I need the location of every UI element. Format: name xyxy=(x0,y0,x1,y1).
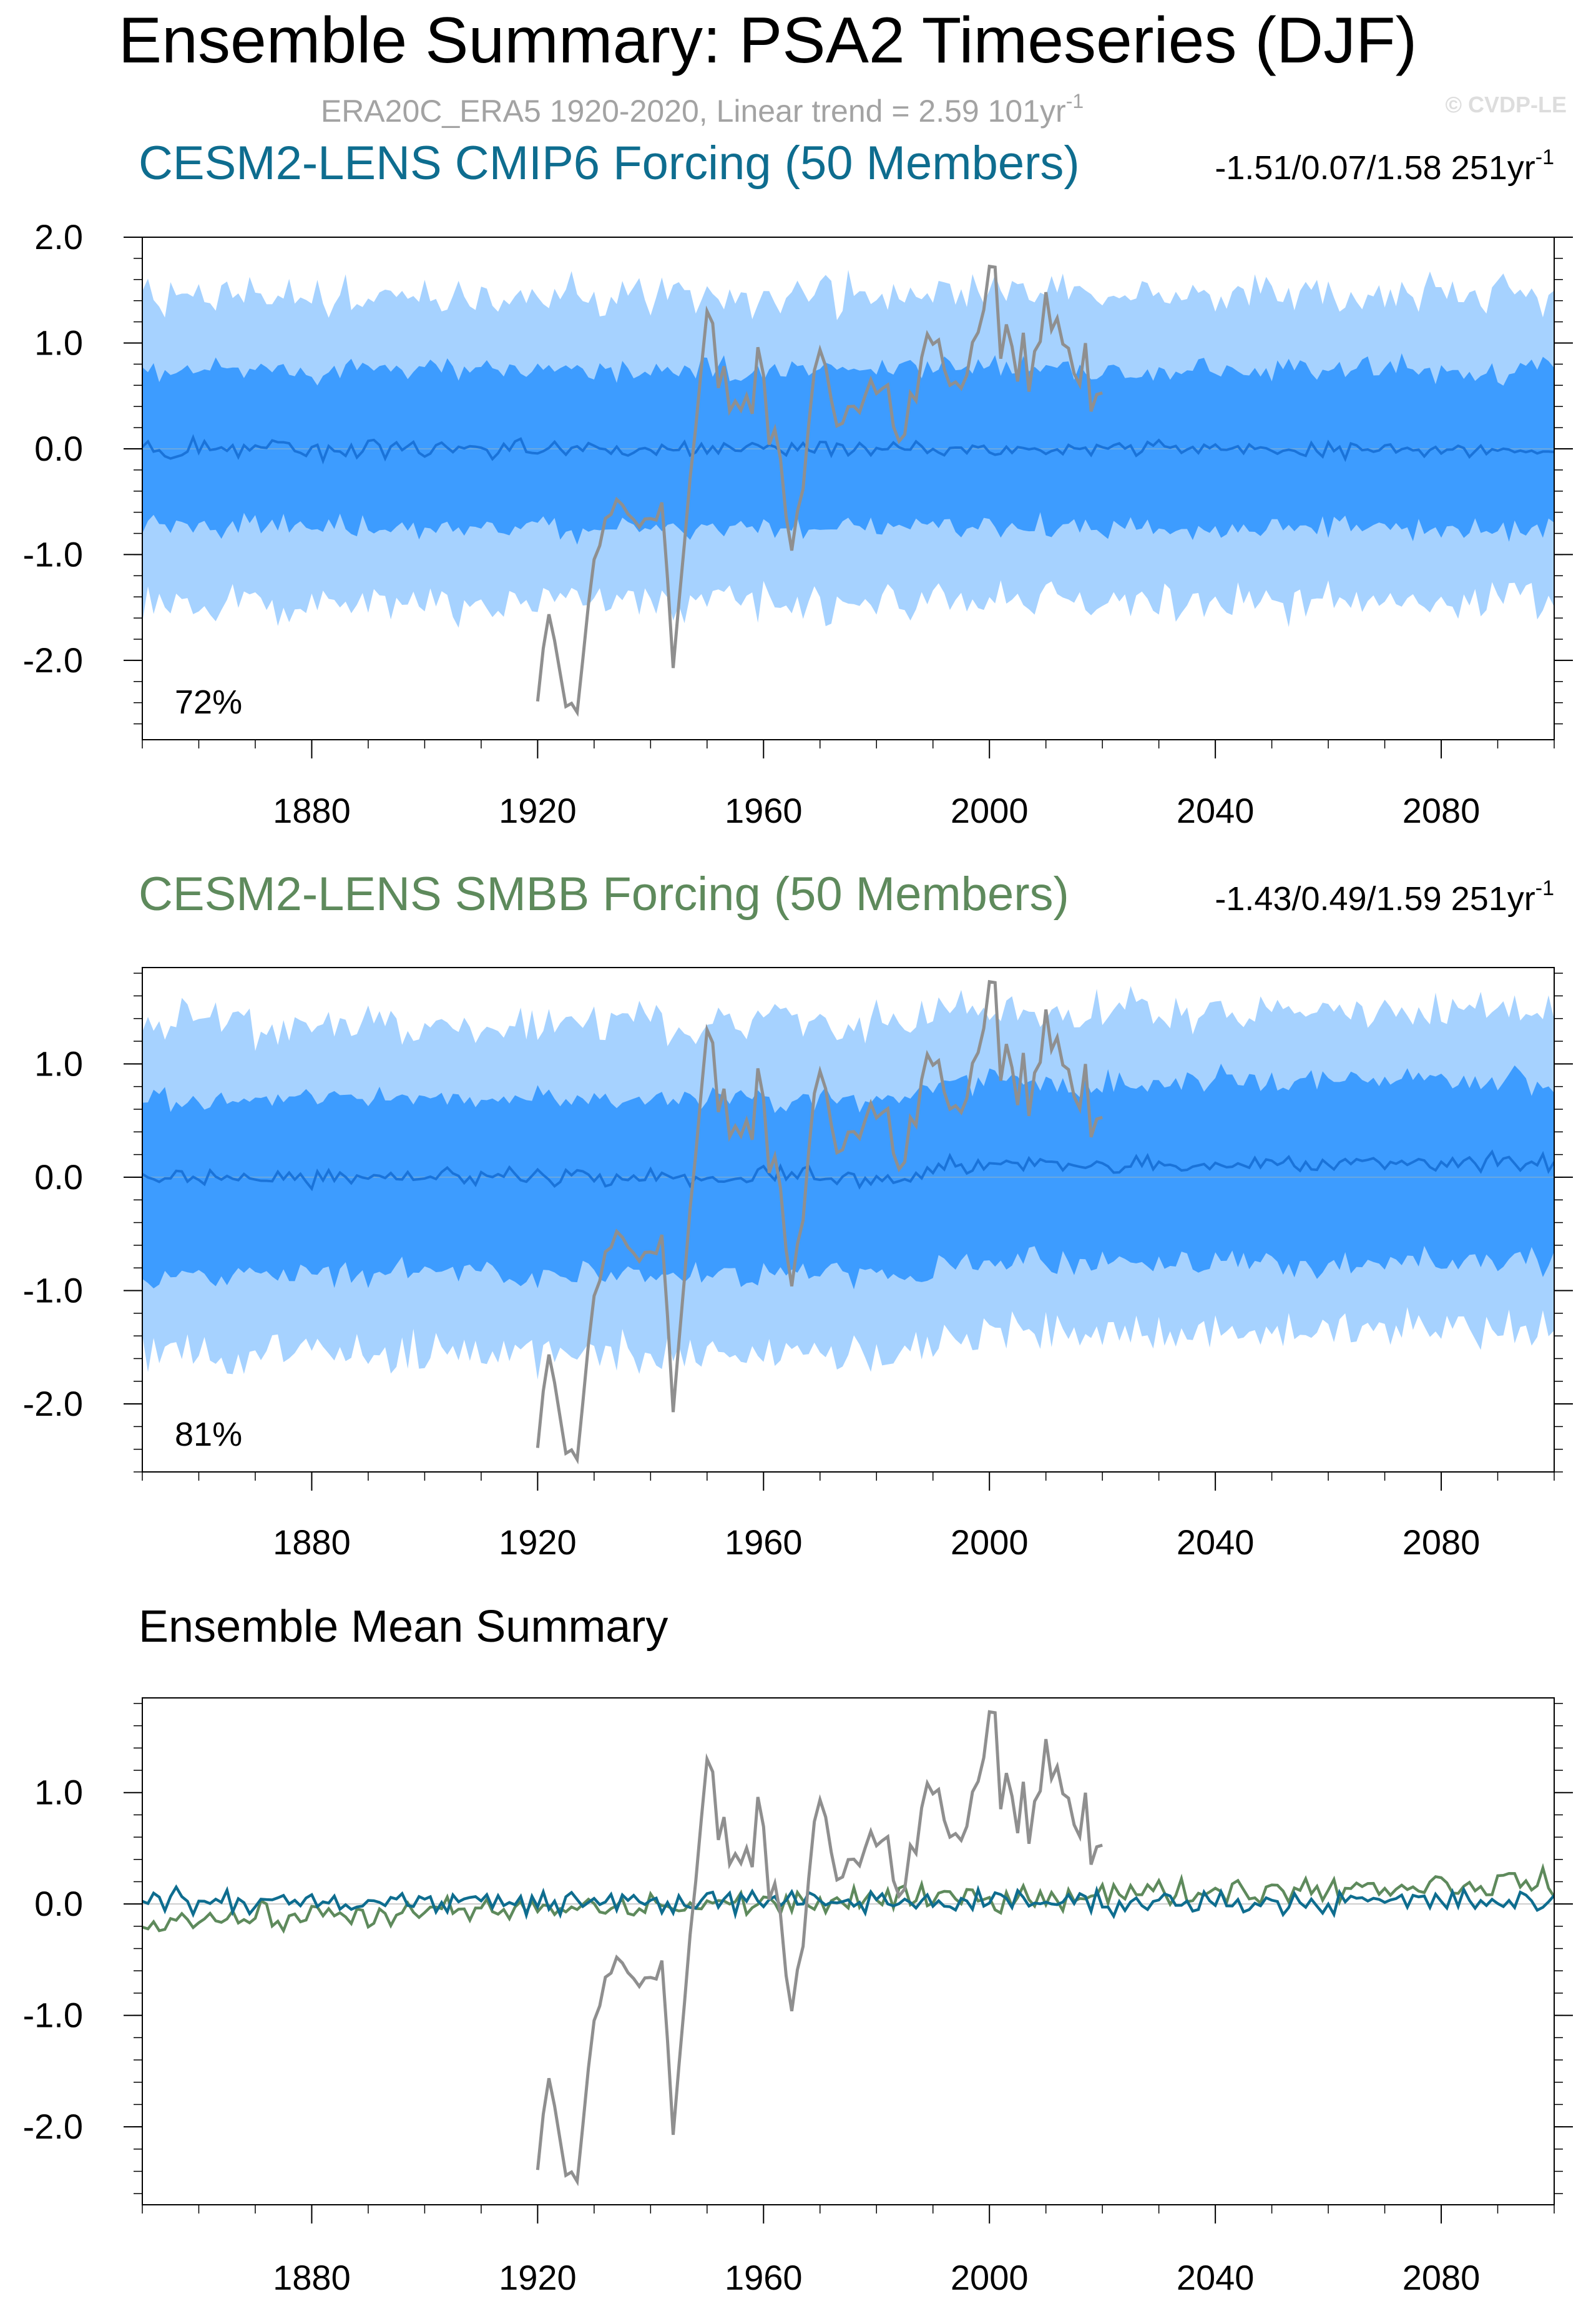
observed-line xyxy=(536,1710,1103,2187)
x-tick-label: 2000 xyxy=(951,791,1029,830)
panel-title: CESM2-LENS SMBB Forcing (50 Members) xyxy=(139,868,1069,921)
x-tick-label: 2000 xyxy=(951,1522,1029,1562)
panel-ensemble-mean: 1.0 0.0 -1.0 -2.0 1880 1920 1960 2000 2040 2080 En… xyxy=(23,1602,1573,2297)
panel-cmip6: 2.0 1.0 0.0 -1.0 -2.0 1880 1920 1960 2000 2040 208… xyxy=(23,137,1573,830)
y-tick-label: 0.0 xyxy=(34,429,83,468)
ensemble-mean-line xyxy=(142,434,1554,465)
smbb-mean-line xyxy=(142,1863,1554,1934)
x-tick-label: 1960 xyxy=(725,1522,803,1562)
plot-area xyxy=(142,264,1554,717)
x-tick-label: 1880 xyxy=(273,791,351,830)
x-tick-label: 1920 xyxy=(499,2258,577,2297)
x-tick-label: 2040 xyxy=(1177,791,1255,830)
x-tick-label: 2080 xyxy=(1403,2258,1481,2297)
y-tick-label: 1.0 xyxy=(34,323,83,362)
panel-stats-text: -1.51/0.07/1.58 251yr xyxy=(1215,149,1535,187)
plot-area xyxy=(142,1710,1554,2187)
y-tick-label: -2.0 xyxy=(23,640,84,680)
plot-area xyxy=(142,979,1554,1465)
panel-stats-sup: -1 xyxy=(1535,145,1554,169)
y-tick-label: -2.0 xyxy=(23,1384,84,1423)
observed-line xyxy=(536,979,1103,1465)
x-tick-label: 2080 xyxy=(1403,791,1481,830)
x-tick-label: 1880 xyxy=(273,2258,351,2297)
copyright-label: © CVDP-LE xyxy=(1445,92,1567,117)
panel-stats: -1.43/0.49/1.59 251yr-1 xyxy=(1215,876,1554,918)
panel-title: Ensemble Mean Summary xyxy=(139,1602,668,1652)
x-tick-label: 1960 xyxy=(725,2258,803,2297)
ensemble-percentile-band xyxy=(142,1064,1554,1290)
figure-title: Ensemble Summary: PSA2 Timeseries (DJF) xyxy=(119,4,1417,77)
observed-line xyxy=(536,264,1103,717)
panel-smbb: 1.0 0.0 -1.0 -2.0 1880 1920 1960 2000 2040 2080 CE… xyxy=(23,868,1573,1562)
panel-stats: -1.51/0.07/1.58 251yr-1 xyxy=(1215,145,1554,187)
figure-subtitle-text: ERA20C_ERA5 1920-2020, Linear trend = 2.… xyxy=(321,94,1066,129)
figure-subtitle: ERA20C_ERA5 1920-2020, Linear trend = 2.… xyxy=(321,90,1084,129)
y-tick-label: -2.0 xyxy=(23,2107,84,2146)
y-tick-label: -1.0 xyxy=(23,534,84,574)
plot-frame xyxy=(142,237,1555,740)
x-tick-label: 2040 xyxy=(1177,2258,1255,2297)
panel-percent-label: 72% xyxy=(175,684,242,721)
panel-percent-label: 81% xyxy=(175,1416,242,1453)
plot-frame xyxy=(142,1697,1555,2205)
figure-subtitle-sup: -1 xyxy=(1066,90,1084,112)
y-tick-label: 0.0 xyxy=(34,1157,83,1197)
cmip6-mean-line xyxy=(142,1884,1554,1920)
y-tick-label: -1.0 xyxy=(23,1996,84,2035)
y-tick-label: 2.0 xyxy=(34,217,83,257)
x-tick-label: 1920 xyxy=(499,1522,577,1562)
plot-frame xyxy=(142,967,1555,1473)
x-tick-label: 2080 xyxy=(1403,1522,1481,1562)
panel-stats-sup: -1 xyxy=(1535,876,1554,900)
x-tick-label: 1960 xyxy=(725,791,803,830)
x-tick-label: 1920 xyxy=(499,791,577,830)
y-tick-label: 0.0 xyxy=(34,1884,83,1923)
x-tick-label: 2040 xyxy=(1177,1522,1255,1562)
y-tick-label: -1.0 xyxy=(23,1270,84,1310)
x-tick-label: 2000 xyxy=(951,2258,1029,2297)
panel-title: CESM2-LENS CMIP6 Forcing (50 Members) xyxy=(139,137,1080,190)
y-tick-label: 1.0 xyxy=(34,1044,83,1083)
panel-stats-text: -1.43/0.49/1.59 251yr xyxy=(1215,880,1535,918)
y-tick-label: 1.0 xyxy=(34,1773,83,1812)
ensemble-mean-line xyxy=(142,1149,1554,1192)
x-tick-label: 1880 xyxy=(273,1522,351,1562)
